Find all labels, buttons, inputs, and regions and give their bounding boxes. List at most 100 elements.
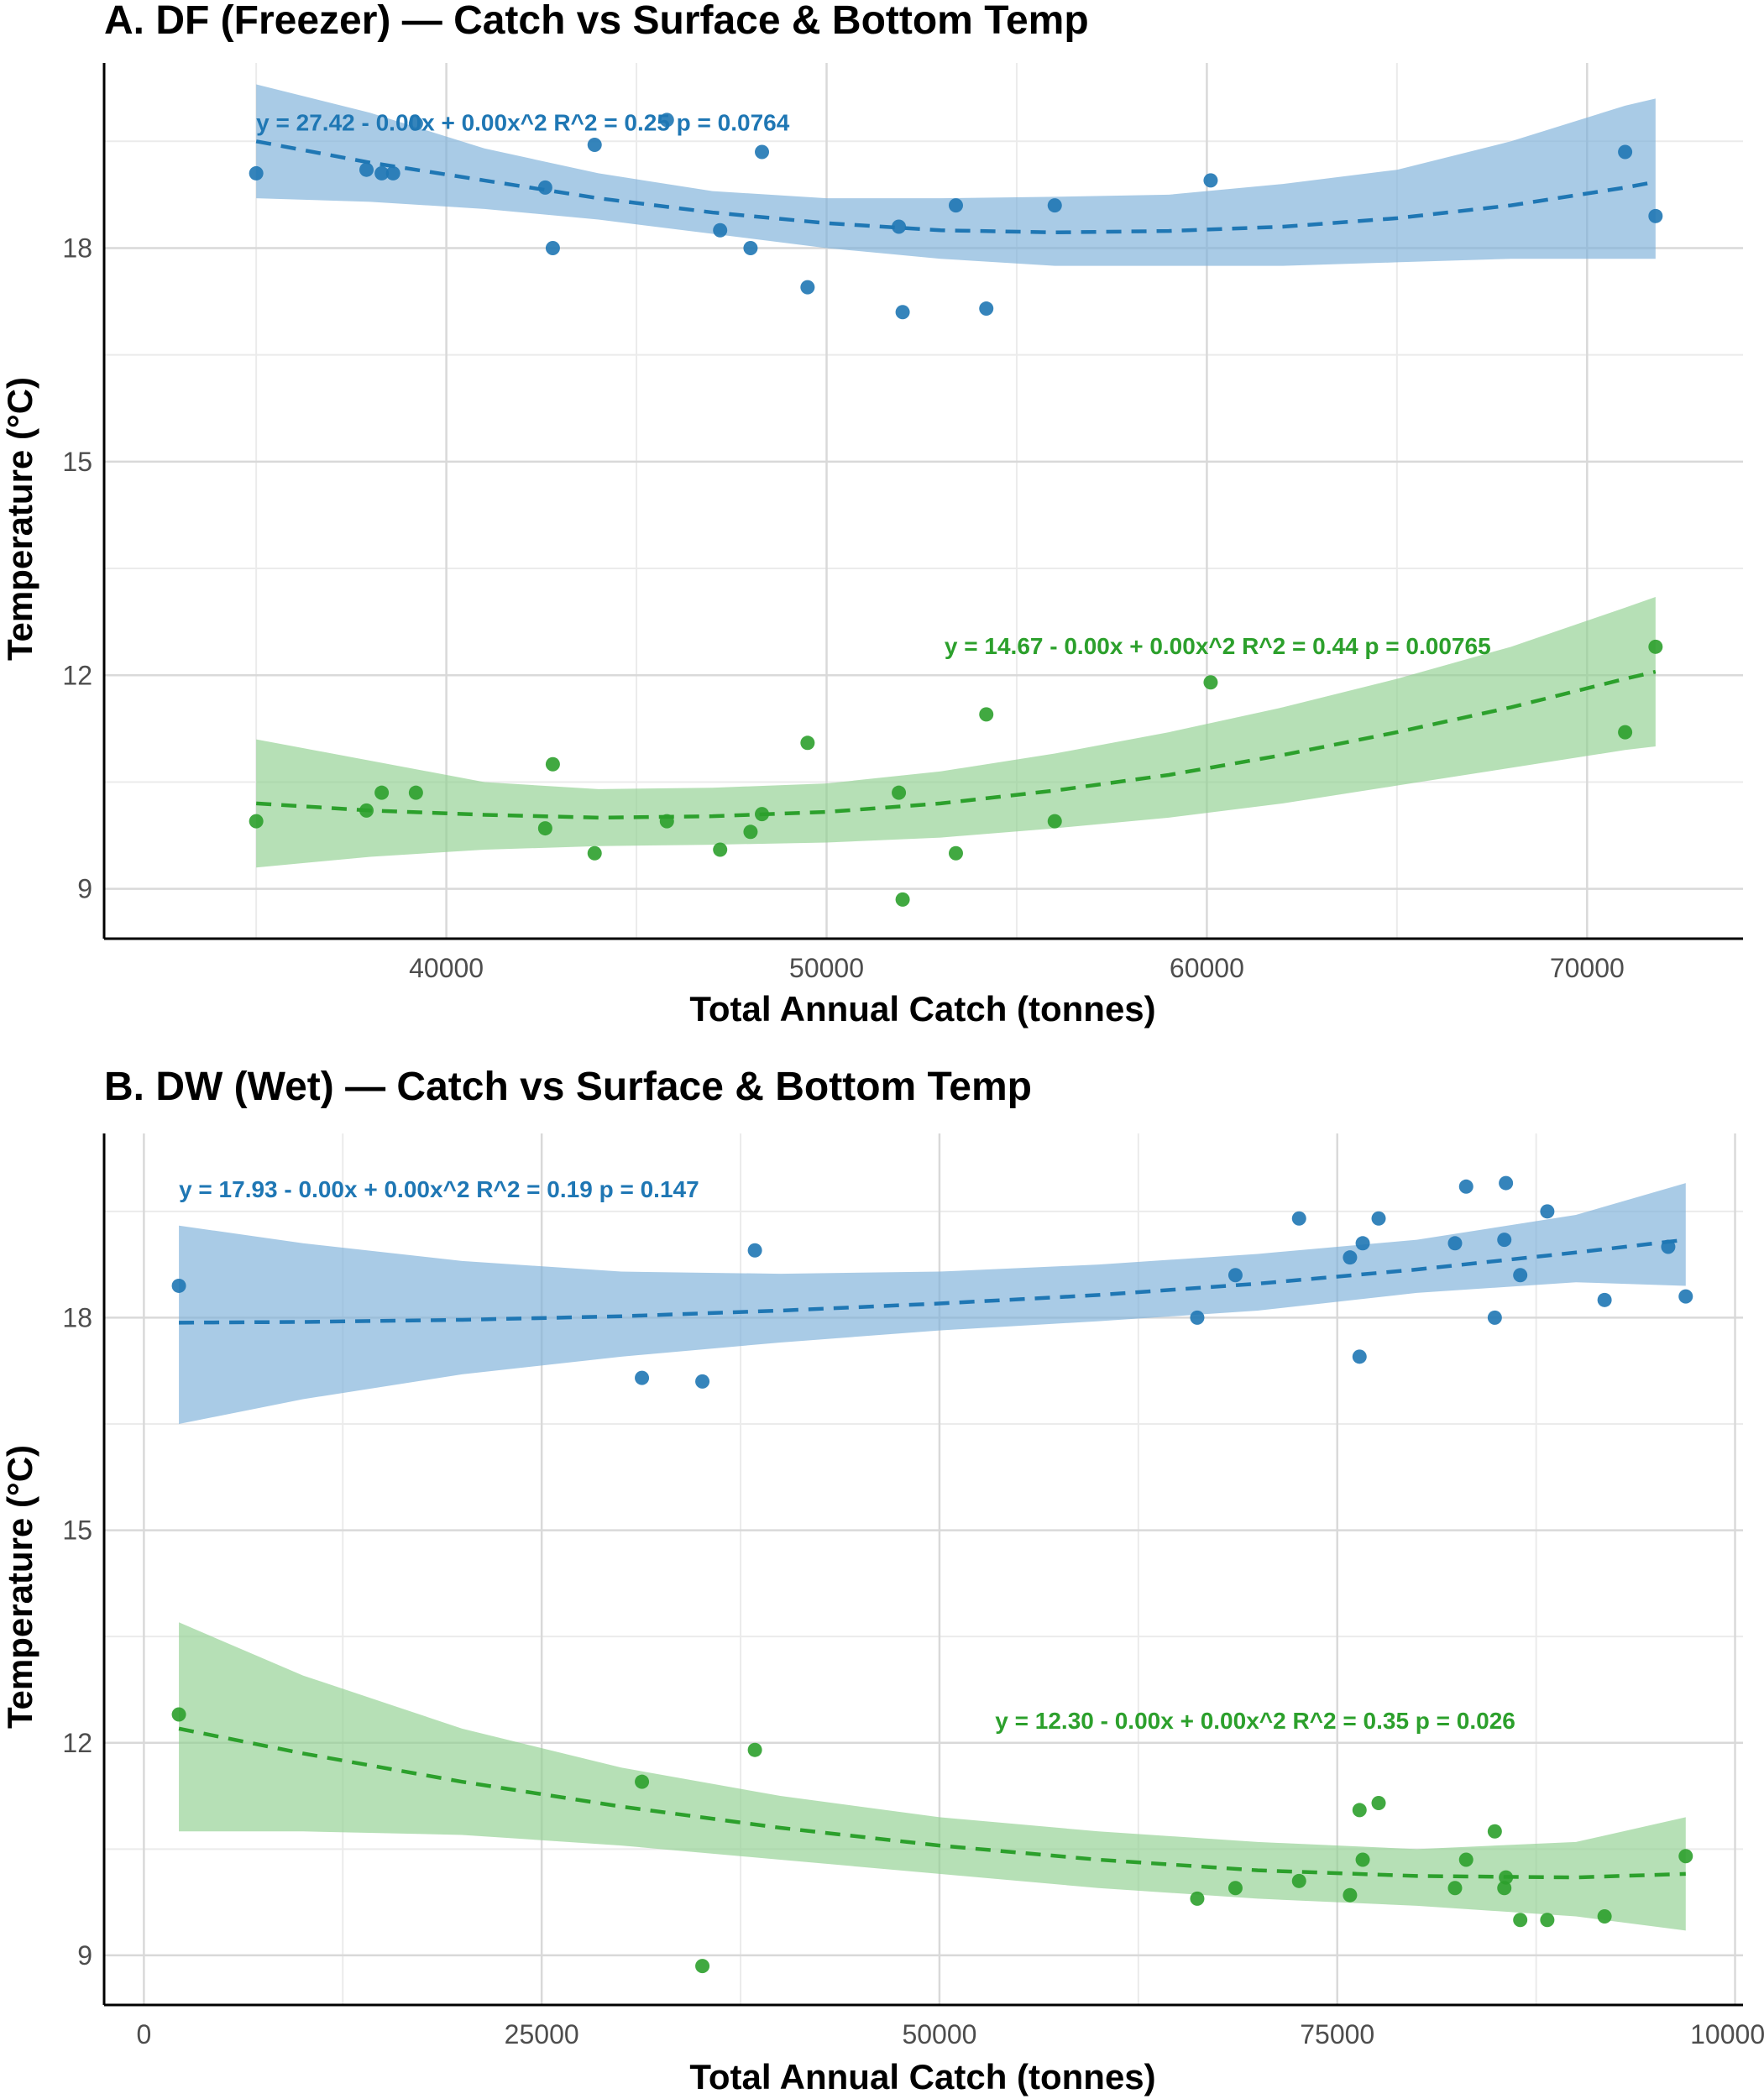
surface-data-point [713, 222, 728, 238]
bottom-fit-line [178, 1726, 1686, 1880]
bottom-data-point [1343, 1887, 1358, 1903]
panel-b-plot-area: 0 25000 50000 75000 100000 9 12 15 18 y = 17.93 -… [62, 1133, 1764, 2049]
surface-data-point [1618, 144, 1633, 160]
surface-data-point [545, 240, 560, 255]
bottom-data-point [1352, 1803, 1367, 1818]
bottom-data-point [1648, 639, 1663, 654]
surface-data-point [587, 138, 602, 153]
y-tick-label: 15 [62, 447, 92, 477]
y-tick-label: 18 [62, 1302, 92, 1332]
surface-data-point [948, 198, 963, 213]
bottom-data-point [800, 735, 815, 751]
surface-data-point [1447, 1236, 1463, 1251]
bottom-data-point [1497, 1881, 1512, 1896]
bottom-data-point [743, 824, 758, 840]
bottom-data-point [171, 1707, 186, 1722]
bottom-data-point [545, 756, 560, 772]
bottom-data-point [408, 785, 423, 800]
surface-data-point [1487, 1310, 1502, 1325]
surface-equation-label: y = 27.42 - 0.00x + 0.00x^2 R^2 = 0.25 p… [256, 110, 790, 136]
panel-a-x-axis-label: Total Annual Catch (tonnes) [689, 989, 1155, 1029]
bottom-data-point [1678, 1849, 1693, 1864]
surface-data-point [1458, 1179, 1473, 1194]
bottom-data-point [1458, 1852, 1473, 1867]
bottom-data-point [892, 785, 907, 800]
bottom-data-point [359, 803, 374, 818]
x-tick-label: 40000 [409, 953, 484, 983]
x-tick-label: 60000 [1170, 953, 1244, 983]
surface-data-point [1661, 1239, 1676, 1254]
surface-fit-line [179, 1238, 1687, 1325]
bottom-data-point [695, 1959, 710, 1974]
bottom-data-point [1047, 814, 1062, 829]
y-tick-label: 18 [62, 233, 92, 263]
bottom-data-point [979, 707, 994, 722]
bottom-data-point [713, 842, 728, 857]
x-tick-label: 25000 [505, 2019, 579, 2049]
panel-a-y-axis-label: Temperature (°C) [0, 377, 39, 661]
surface-data-point [979, 301, 994, 317]
surface-data-point [408, 116, 423, 131]
surface-data-point [359, 162, 374, 177]
bottom-data-point [249, 814, 264, 829]
panel-a-plot-area: 40000 50000 60000 70000 9 12 15 18 y = 27.42 - 0… [62, 63, 1743, 983]
bottom-data-point [635, 1774, 650, 1789]
surface-data-point [1371, 1211, 1386, 1226]
surface-fit-line [255, 139, 1657, 235]
x-tick-label: 70000 [1550, 953, 1625, 983]
surface-data-point [1190, 1310, 1205, 1325]
bottom-data-point [537, 821, 552, 836]
y-tick-label: 12 [62, 660, 92, 690]
bottom-data-point [1487, 1824, 1502, 1839]
panel-b: B. DW (Wet) — Catch vs Surface & Bottom … [0, 1065, 1764, 2096]
bottom-data-point [948, 845, 963, 861]
bottom-data-point [1203, 675, 1218, 690]
bottom-data-point [1499, 1870, 1514, 1885]
surface-data-point [747, 1243, 762, 1258]
x-tick-label: 75000 [1300, 2019, 1374, 2049]
surface-data-point [895, 305, 910, 320]
y-tick-label: 15 [62, 1515, 92, 1546]
surface-data-point [537, 180, 552, 195]
surface-data-point [743, 240, 758, 255]
bottom-data-point [1597, 1909, 1612, 1924]
bottom-data-point [1371, 1795, 1386, 1810]
x-tick-label: 0 [136, 2019, 151, 2049]
panel-a: A. DF (Freezer) — Catch vs Surface & Bot… [0, 0, 1743, 1029]
surface-data-point [374, 165, 390, 181]
surface-data-point [1343, 1250, 1358, 1265]
bottom-equation-label: y = 12.30 - 0.00x + 0.00x^2 R^2 = 0.35 p… [995, 1708, 1515, 1734]
surface-confidence-band [179, 1183, 1686, 1424]
panel-a-title: A. DF (Freezer) — Catch vs Surface & Bot… [104, 0, 1089, 43]
surface-data-point [892, 219, 907, 234]
surface-data-point [635, 1370, 650, 1385]
surface-data-point [1648, 208, 1663, 223]
y-tick-label: 9 [77, 1940, 92, 1971]
surface-data-point [249, 165, 264, 181]
surface-equation-label: y = 17.93 - 0.00x + 0.00x^2 R^2 = 0.19 p… [179, 1176, 699, 1202]
surface-confidence-band [256, 84, 1656, 266]
bottom-fit-line [256, 669, 1657, 820]
surface-data-point [1047, 198, 1062, 213]
x-tick-label: 50000 [902, 2019, 976, 2049]
bottom-data-point [587, 845, 602, 861]
bottom-data-point [1447, 1881, 1463, 1896]
bottom-data-point [1540, 1913, 1555, 1928]
surface-data-point [1597, 1292, 1612, 1307]
bottom-data-point [1190, 1891, 1205, 1906]
surface-data-point [1291, 1211, 1306, 1226]
y-tick-label: 12 [62, 1728, 92, 1758]
x-tick-label: 50000 [789, 953, 864, 983]
panel-b-y-axis-label: Temperature (°C) [0, 1445, 39, 1729]
bottom-data-point [1291, 1873, 1306, 1888]
bottom-confidence-band [179, 1622, 1686, 1931]
bottom-data-point [1618, 725, 1633, 740]
surface-data-point [800, 280, 815, 295]
panel-b-x-axis-label: Total Annual Catch (tonnes) [689, 2057, 1155, 2096]
bottom-confidence-band [256, 596, 1656, 868]
surface-data-point [1352, 1349, 1367, 1364]
bottom-data-point [374, 785, 390, 800]
surface-data-point [171, 1278, 186, 1293]
surface-data-point [1513, 1268, 1528, 1283]
